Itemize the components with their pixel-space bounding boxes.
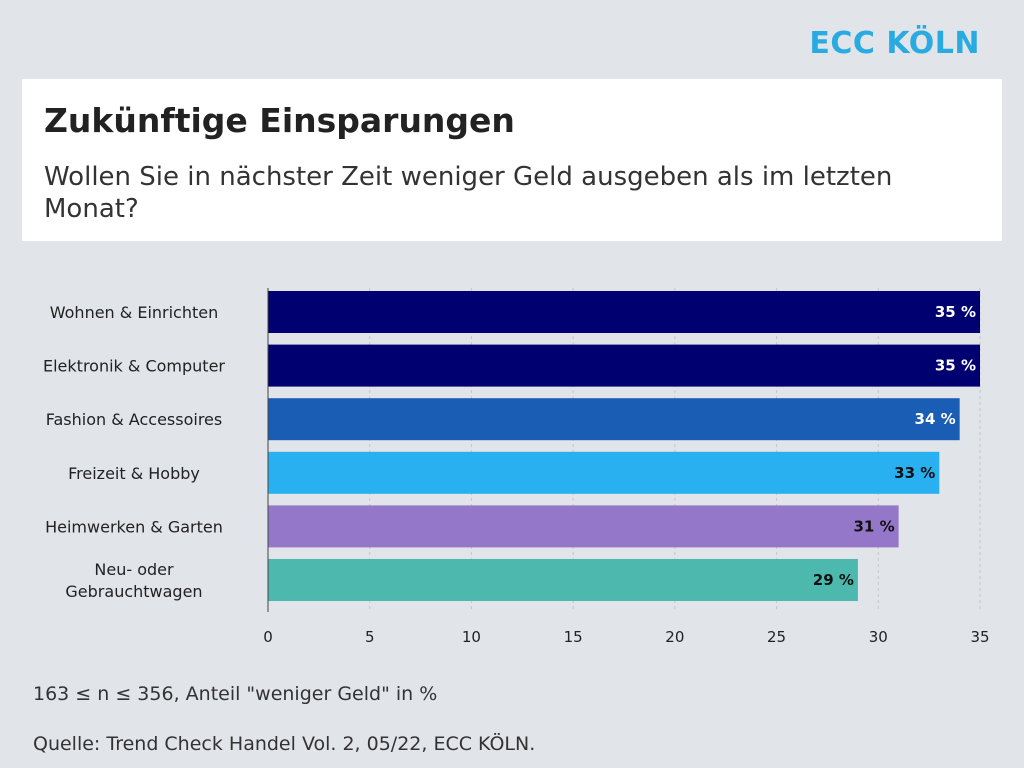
category-label: Heimwerken & Garten xyxy=(45,517,223,536)
category-label: Elektronik & Computer xyxy=(43,357,225,376)
value-label: 35 % xyxy=(935,357,976,375)
category-label: Neu- oder Gebrauchtwagen xyxy=(65,560,202,601)
chart-subtitle: Wollen Sie in nächster Zeit weniger Geld… xyxy=(44,162,893,224)
value-label: 34 % xyxy=(915,410,956,428)
brand-logo: ECC KÖLN xyxy=(809,26,980,61)
chart-title: Zukünftige Einsparungen xyxy=(44,101,515,140)
bar xyxy=(268,559,858,601)
x-tick-label: 0 xyxy=(263,628,273,646)
bar xyxy=(268,505,899,548)
x-axis-ticks: 0 5 10 15 20 25 30 35 xyxy=(263,628,989,646)
x-tick-label: 25 xyxy=(767,628,786,646)
x-tick-label: 10 xyxy=(462,628,481,646)
bar xyxy=(268,398,960,441)
value-label: 31 % xyxy=(853,517,894,535)
x-tick-label: 35 xyxy=(970,628,989,646)
category-labels: Wohnen & Einrichten Elektronik & Computer… xyxy=(43,303,225,601)
bar xyxy=(268,291,980,333)
value-label: 29 % xyxy=(813,571,854,589)
bars xyxy=(268,291,980,601)
bar xyxy=(268,344,980,387)
category-label: Fashion & Accessoires xyxy=(46,410,222,429)
value-label: 33 % xyxy=(894,464,935,482)
bar-chart: Wohnen & Einrichten Elektronik & Computer… xyxy=(43,288,990,646)
header-card: Zukünftige Einsparungen Wollen Sie in nä… xyxy=(22,79,1002,241)
category-label: Wohnen & Einrichten xyxy=(50,303,219,322)
bar xyxy=(268,451,940,494)
gridlines xyxy=(369,288,981,612)
footnote: 163 ≤ n ≤ 356, Anteil "weniger Geld" in … xyxy=(33,683,438,705)
value-label: 35 % xyxy=(935,303,976,321)
x-tick-label: 5 xyxy=(365,628,375,646)
x-tick-label: 15 xyxy=(564,628,583,646)
x-tick-label: 30 xyxy=(869,628,888,646)
source-note: Quelle: Trend Check Handel Vol. 2, 05/22… xyxy=(33,733,536,755)
x-tick-label: 20 xyxy=(665,628,684,646)
value-labels: 35 % 35 % 34 % 33 % 31 % 29 % xyxy=(813,303,976,589)
category-label: Freizeit & Hobby xyxy=(68,464,200,483)
